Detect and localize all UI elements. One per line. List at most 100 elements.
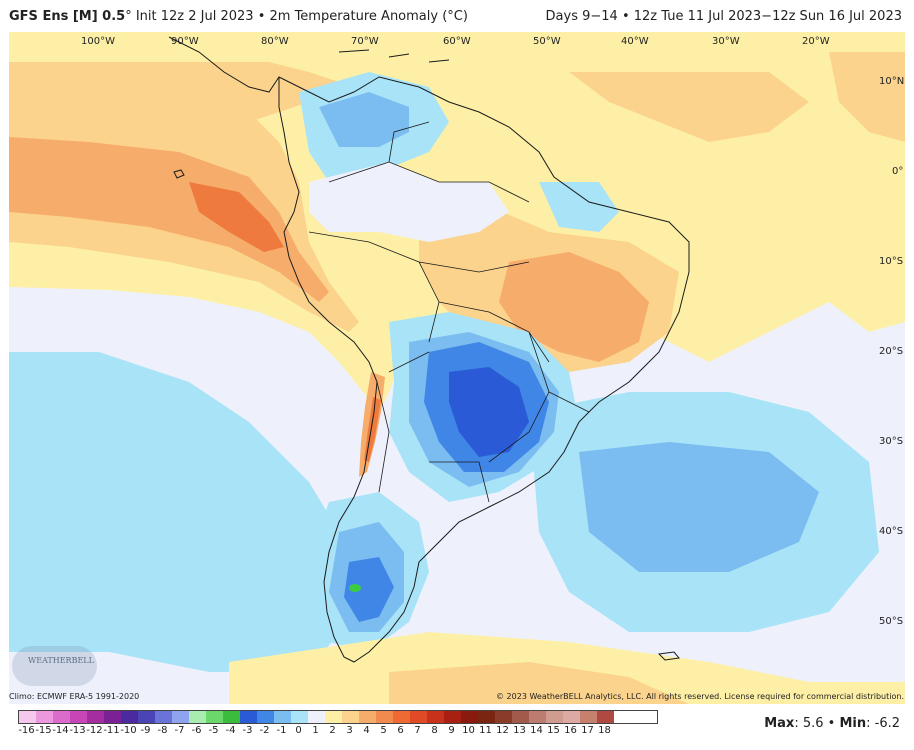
legend-swatch <box>444 711 461 723</box>
legend-color-bar <box>18 710 658 724</box>
legend-swatch <box>529 711 546 723</box>
legend-swatch <box>495 711 512 723</box>
legend-tick-label: -6 <box>191 725 202 736</box>
legend-swatch <box>461 711 478 723</box>
legend-swatch <box>257 711 274 723</box>
legend-tick-label: -10 <box>120 725 137 736</box>
legend-swatch <box>274 711 291 723</box>
lat-label-30s: 30°S <box>879 436 903 447</box>
max-value: : 5.6 <box>794 716 824 731</box>
cold-anomaly-la-plata-peak <box>449 367 529 457</box>
legend-swatch <box>87 711 104 723</box>
anomaly-map: 100°W 90°W 80°W 70°W 60°W 50°W 40°W 30°W… <box>9 32 905 704</box>
warm-anomaly-atlantic-north <box>569 72 809 142</box>
max-min-separator: • <box>823 716 840 731</box>
central-america-coastline <box>168 36 280 93</box>
legend-tick-label: -14 <box>52 725 69 736</box>
legend-tick-label: 2 <box>329 725 336 736</box>
warm-anomaly-northeast-atlantic <box>829 52 905 142</box>
legend-swatch <box>410 711 427 723</box>
legend-tick-label: -11 <box>103 725 120 736</box>
legend-tick-label: 12 <box>496 725 509 736</box>
legend-swatch <box>121 711 138 723</box>
legend-swatch <box>325 711 342 723</box>
galapagos-islands <box>173 169 185 179</box>
lat-label-20s: 20°S <box>879 346 903 357</box>
map-canvas: 100°W 90°W 80°W 70°W 60°W 50°W 40°W 30°W… <box>9 32 905 704</box>
legend-tick-label: 0 <box>295 725 302 736</box>
model-name: GFS Ens [M] 0.5 <box>9 9 126 24</box>
climo-note: Climo: ECMWF ERA-5 1991-2020 <box>9 692 140 701</box>
min-value: : -6.2 <box>866 716 900 731</box>
legend-tick-label: 6 <box>397 725 404 736</box>
init-and-variable: Init 12z 2 Jul 2023 • 2m Temperature Ano… <box>131 9 468 24</box>
legend-tick-label: 1 <box>312 725 319 736</box>
legend-swatch <box>308 711 325 723</box>
lat-label-10s: 10°S <box>879 256 903 267</box>
map-title: GFS Ens [M] 0.5° Init 12z 2 Jul 2023 • 2… <box>9 9 468 24</box>
legend-swatch <box>478 711 495 723</box>
legend-tick-label: -4 <box>225 725 236 736</box>
legend-tick-label: 5 <box>380 725 387 736</box>
legend-swatch <box>240 711 257 723</box>
legend-swatch <box>223 711 240 723</box>
legend-tick-label: 10 <box>462 725 475 736</box>
legend-swatch <box>172 711 189 723</box>
warm-anomaly-southern-core <box>389 662 689 704</box>
color-legend: -16 -15 -14 -13 -12 -11 -10 -9 -8 -7 -6 -5 -4 -3 -2 -1 0… <box>18 710 658 739</box>
warm-anomaly-brazil-core <box>499 252 649 362</box>
legend-swatch <box>597 711 614 723</box>
lon-label-80w: 80°W <box>261 36 289 47</box>
lat-label-50s: 50°S <box>879 616 903 627</box>
legend-swatch <box>155 711 172 723</box>
legend-tick-label: -8 <box>157 725 168 736</box>
weatherbell-logo: WEATHERBELL <box>12 646 97 686</box>
degree-mark: ° <box>125 9 132 24</box>
legend-tick-label: -16 <box>18 725 35 736</box>
logo-text: WEATHERBELL <box>28 656 94 665</box>
legend-tick-label: 7 <box>414 725 421 736</box>
legend-swatch <box>342 711 359 723</box>
legend-swatch <box>359 711 376 723</box>
lat-label-10n: 10°N <box>879 76 904 87</box>
lon-label-50w: 50°W <box>533 36 561 47</box>
falkland-islands <box>657 651 680 661</box>
country-borders <box>308 121 590 503</box>
caribbean-islands <box>338 49 450 63</box>
legend-swatch <box>580 711 597 723</box>
lon-label-100w: 100°W <box>81 36 115 47</box>
legend-tick-label: -1 <box>276 725 287 736</box>
legend-swatch <box>189 711 206 723</box>
legend-tick-label: 18 <box>598 725 611 736</box>
legend-tick-label: 13 <box>513 725 526 736</box>
header: GFS Ens [M] 0.5° Init 12z 2 Jul 2023 • 2… <box>0 0 914 32</box>
legend-swatch <box>138 711 155 723</box>
warm-anomaly-peru-coast <box>189 182 284 252</box>
legend-swatch <box>376 711 393 723</box>
legend-swatch <box>546 711 563 723</box>
lon-label-90w: 90°W <box>171 36 199 47</box>
legend-tick-label: 11 <box>479 725 492 736</box>
legend-tick-label: 9 <box>448 725 455 736</box>
cold-anomaly-ne-brazil <box>539 182 619 232</box>
legend-tick-label: -7 <box>174 725 185 736</box>
legend-swatch <box>104 711 121 723</box>
lon-label-40w: 40°W <box>621 36 649 47</box>
legend-tick-label: 8 <box>431 725 438 736</box>
lon-label-60w: 60°W <box>443 36 471 47</box>
lat-label-40s: 40°S <box>879 526 903 537</box>
copyright-note: © 2023 WeatherBELL Analytics, LLC. All r… <box>496 692 904 701</box>
legend-tick-label: -2 <box>259 725 270 736</box>
legend-swatch <box>206 711 223 723</box>
cold-anomaly-colombia-core <box>319 92 409 147</box>
legend-swatch <box>53 711 70 723</box>
legend-tick-label: -5 <box>208 725 219 736</box>
lon-label-70w: 70°W <box>351 36 379 47</box>
legend-tick-label: 14 <box>530 725 543 736</box>
legend-tick-label: 16 <box>564 725 577 736</box>
cold-anomaly-patagonia-peak <box>344 557 394 622</box>
lon-label-30w: 30°W <box>712 36 740 47</box>
legend-swatch <box>19 711 36 723</box>
valid-period: Days 9−14 • 12z Tue 11 Jul 2023−12z Sun … <box>545 9 902 24</box>
lat-label-0: 0° <box>892 166 903 177</box>
